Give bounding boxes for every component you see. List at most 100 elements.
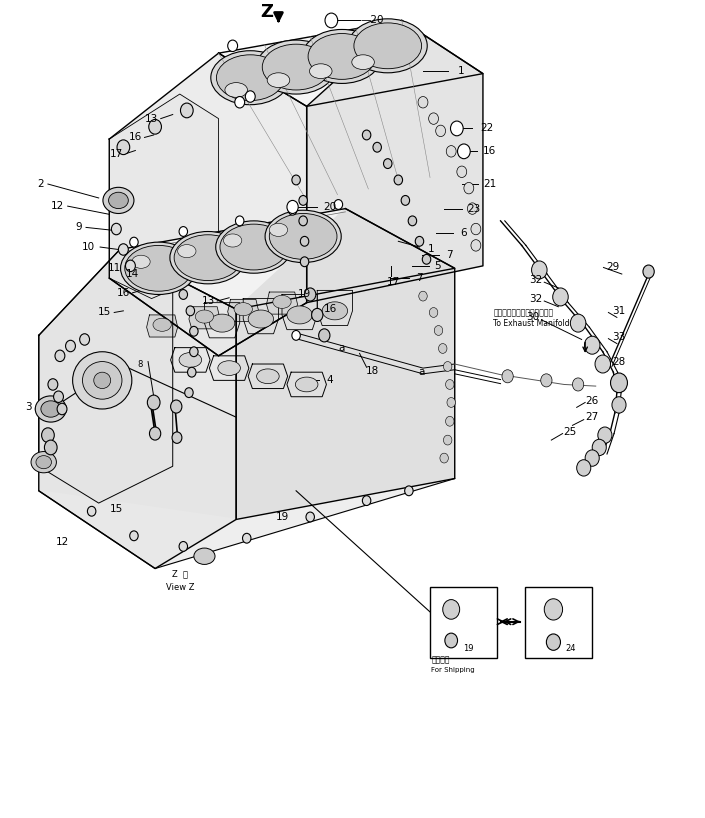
Circle shape <box>434 326 443 335</box>
Circle shape <box>532 261 547 279</box>
Circle shape <box>188 367 196 377</box>
Polygon shape <box>39 249 173 503</box>
Circle shape <box>585 450 599 466</box>
Circle shape <box>446 416 454 426</box>
Text: 7: 7 <box>416 273 423 283</box>
Ellipse shape <box>121 242 197 294</box>
Ellipse shape <box>35 396 66 422</box>
Circle shape <box>300 257 309 267</box>
Ellipse shape <box>273 295 291 308</box>
Circle shape <box>118 244 128 255</box>
Circle shape <box>117 140 130 155</box>
Circle shape <box>292 175 300 185</box>
Circle shape <box>570 314 586 332</box>
Circle shape <box>292 330 300 340</box>
Polygon shape <box>189 307 220 329</box>
Ellipse shape <box>36 456 51 469</box>
Ellipse shape <box>348 19 427 73</box>
Text: 10: 10 <box>82 242 94 252</box>
Ellipse shape <box>234 303 252 316</box>
Circle shape <box>147 395 160 410</box>
Circle shape <box>185 388 193 398</box>
Circle shape <box>446 380 454 389</box>
Circle shape <box>572 378 584 391</box>
Bar <box>430 587 497 658</box>
Circle shape <box>422 254 431 264</box>
Text: 12: 12 <box>56 537 68 546</box>
Ellipse shape <box>82 362 122 399</box>
Circle shape <box>546 634 560 650</box>
Circle shape <box>362 496 371 506</box>
Ellipse shape <box>248 310 274 328</box>
Text: 32: 32 <box>529 294 542 303</box>
Text: For Shipping: For Shipping <box>431 667 475 673</box>
Text: 12: 12 <box>51 201 64 211</box>
Circle shape <box>553 288 568 306</box>
Polygon shape <box>39 249 236 569</box>
Text: Z  視: Z 視 <box>172 569 188 579</box>
Circle shape <box>439 344 447 353</box>
Circle shape <box>458 144 470 159</box>
Text: 22: 22 <box>480 124 493 133</box>
Circle shape <box>334 200 343 209</box>
Ellipse shape <box>194 548 215 564</box>
Circle shape <box>584 336 600 354</box>
Ellipse shape <box>209 314 235 332</box>
Circle shape <box>643 265 654 278</box>
Text: 1: 1 <box>428 245 435 254</box>
Ellipse shape <box>262 44 330 90</box>
Text: 31: 31 <box>613 306 625 316</box>
Circle shape <box>186 306 195 316</box>
Ellipse shape <box>269 213 337 259</box>
Text: 29: 29 <box>607 263 620 272</box>
Circle shape <box>57 403 67 415</box>
Ellipse shape <box>354 23 422 69</box>
Text: 13: 13 <box>202 296 214 306</box>
Polygon shape <box>120 209 455 309</box>
Circle shape <box>312 308 323 321</box>
Circle shape <box>373 142 381 152</box>
Text: 25: 25 <box>563 427 576 437</box>
Text: 19: 19 <box>463 644 474 654</box>
Circle shape <box>87 506 96 516</box>
Ellipse shape <box>257 369 279 384</box>
Text: 18: 18 <box>366 366 379 375</box>
Text: 4: 4 <box>326 375 333 385</box>
Circle shape <box>577 460 591 476</box>
Circle shape <box>443 600 460 619</box>
Ellipse shape <box>267 73 290 88</box>
Ellipse shape <box>302 29 381 83</box>
Circle shape <box>598 427 612 443</box>
Circle shape <box>80 334 90 345</box>
Ellipse shape <box>179 353 202 367</box>
Circle shape <box>42 428 54 443</box>
Circle shape <box>111 223 121 235</box>
Text: Z: Z <box>260 3 273 21</box>
Text: a: a <box>338 343 345 353</box>
Circle shape <box>179 290 188 299</box>
Circle shape <box>319 329 330 342</box>
Text: 運搬部品: 運搬部品 <box>431 655 450 665</box>
Ellipse shape <box>220 224 288 270</box>
Ellipse shape <box>211 51 290 105</box>
Ellipse shape <box>41 401 61 417</box>
Circle shape <box>447 398 455 407</box>
Ellipse shape <box>322 302 348 320</box>
Circle shape <box>299 196 307 205</box>
Circle shape <box>443 362 452 371</box>
Ellipse shape <box>170 231 246 284</box>
Text: 19: 19 <box>298 290 311 299</box>
Ellipse shape <box>308 34 376 79</box>
Polygon shape <box>39 479 455 569</box>
Polygon shape <box>317 290 352 326</box>
Ellipse shape <box>103 187 134 213</box>
Text: 17: 17 <box>387 277 400 287</box>
Text: 1: 1 <box>458 66 465 76</box>
Ellipse shape <box>295 377 318 392</box>
Circle shape <box>415 236 424 246</box>
Circle shape <box>190 347 198 357</box>
Text: 14: 14 <box>126 269 139 279</box>
Circle shape <box>502 370 513 383</box>
Ellipse shape <box>174 235 242 281</box>
Circle shape <box>243 533 251 543</box>
